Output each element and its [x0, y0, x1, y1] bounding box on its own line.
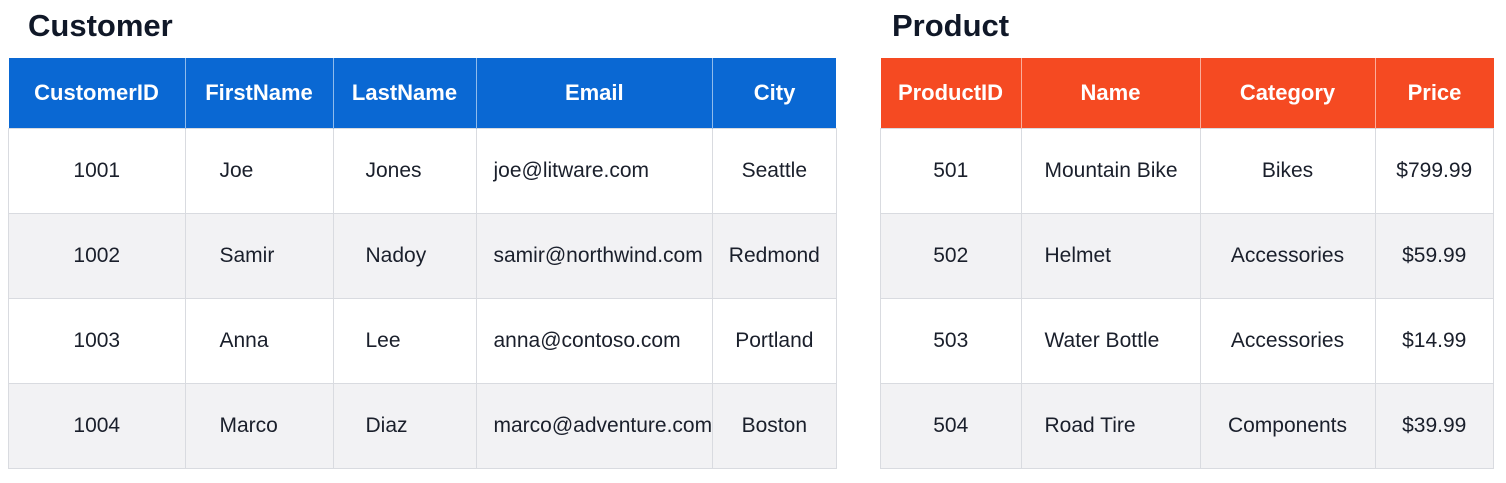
product-table: ProductID Name Category Price 501 Mountain Bi… — [880, 58, 1494, 469]
table-cell: Boston — [712, 383, 837, 469]
table-cell: Seattle — [712, 128, 837, 214]
table-body: 501 Mountain Bike Bikes $799.99 502 Helmet Acc… — [880, 128, 1494, 469]
table-row: 1004 Marco Diaz marco@adventure.com Boston — [8, 383, 837, 469]
table-cell: Diaz — [332, 383, 477, 469]
table-cell: Mountain Bike — [1020, 128, 1201, 214]
table-cell: 502 — [880, 213, 1022, 299]
table-cell: $799.99 — [1374, 128, 1494, 214]
table-cell: Road Tire — [1020, 383, 1201, 469]
table-cell: Water Bottle — [1020, 298, 1201, 384]
table-cell: joe@litware.com — [475, 128, 714, 214]
table-cell: Nadoy — [332, 213, 477, 299]
table-cell: Accessories — [1199, 213, 1376, 299]
table-header: ProductID Name Category Price — [880, 58, 1494, 129]
table-cell: samir@northwind.com — [475, 213, 714, 299]
table-cell: Samir — [184, 213, 334, 299]
table-cell: 504 — [880, 383, 1022, 469]
column-header: ProductID — [880, 58, 1021, 129]
table-row: 504 Road Tire Components $39.99 — [880, 383, 1494, 469]
table-cell: 1004 — [8, 383, 186, 469]
table-cell: 1002 — [8, 213, 186, 299]
product-title: Product — [892, 8, 1010, 43]
table-cell: $39.99 — [1374, 383, 1494, 469]
table-row: 502 Helmet Accessories $59.99 — [880, 213, 1494, 299]
table-cell: Portland — [712, 298, 837, 384]
table-row: 1003 Anna Lee anna@contoso.com Portland — [8, 298, 837, 384]
table-row: 501 Mountain Bike Bikes $799.99 — [880, 128, 1494, 214]
table-header: CustomerID FirstName LastName Email City — [8, 58, 837, 129]
header-row: CustomerID FirstName LastName Email City — [8, 58, 837, 129]
customer-table: CustomerID FirstName LastName Email City 1001… — [8, 58, 837, 469]
table-cell: 1003 — [8, 298, 186, 384]
column-header: Email — [475, 58, 713, 129]
table-cell: 1001 — [8, 128, 186, 214]
column-header: FirstName — [184, 58, 333, 129]
table-row: 503 Water Bottle Accessories $14.99 — [880, 298, 1494, 384]
table-cell: Lee — [332, 298, 477, 384]
column-header: Name — [1020, 58, 1200, 129]
table-cell: $59.99 — [1374, 213, 1494, 299]
table-cell: anna@contoso.com — [475, 298, 714, 384]
table-cell: 501 — [880, 128, 1022, 214]
header-row: ProductID Name Category Price — [880, 58, 1494, 129]
customer-title: Customer — [28, 8, 173, 43]
column-header: Category — [1199, 58, 1375, 129]
table-cell: 503 — [880, 298, 1022, 384]
table-cell: marco@adventure.com — [475, 383, 714, 469]
table-cell: Accessories — [1199, 298, 1376, 384]
table-cell: Helmet — [1020, 213, 1201, 299]
column-header: City — [712, 58, 837, 129]
column-header: CustomerID — [8, 58, 185, 129]
column-header: Price — [1374, 58, 1494, 129]
table-cell: Marco — [184, 383, 334, 469]
table-cell: Bikes — [1199, 128, 1376, 214]
table-cell: Anna — [184, 298, 334, 384]
table-row: 1002 Samir Nadoy samir@northwind.com Redmond — [8, 213, 837, 299]
table-cell: Jones — [332, 128, 477, 214]
table-cell: Redmond — [712, 213, 837, 299]
table-row: 1001 Joe Jones joe@litware.com Seattle — [8, 128, 837, 214]
table-cell: Joe — [184, 128, 334, 214]
table-body: 1001 Joe Jones joe@litware.com Seattle 1002 Sa… — [8, 128, 837, 469]
table-cell: $14.99 — [1374, 298, 1494, 384]
table-cell: Components — [1199, 383, 1376, 469]
column-header: LastName — [332, 58, 476, 129]
